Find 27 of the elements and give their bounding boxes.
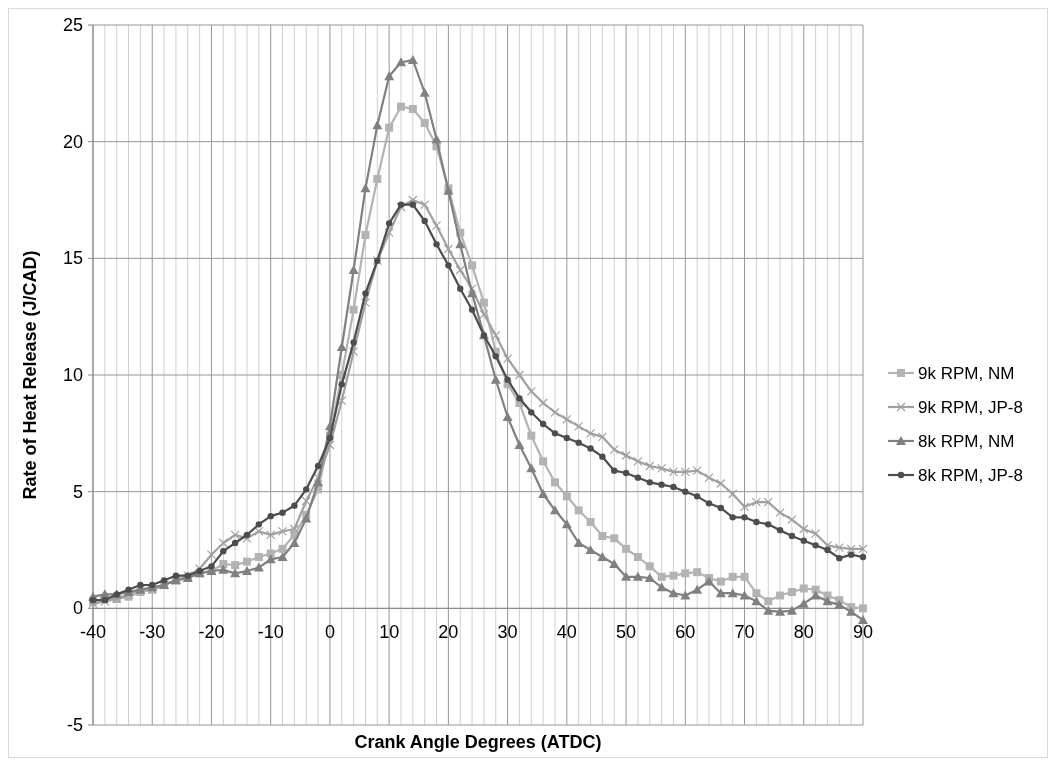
x-tick-label: -40 [79,622,107,643]
x-tick-label: 0 [324,622,335,643]
legend-label: 8k RPM, JP-8 [918,466,1023,485]
y-tick-label: 25 [62,15,83,35]
x-tick-label: -30 [139,622,166,643]
x-tick-label: 90 [852,622,874,643]
y-tick-label: 0 [72,598,83,619]
y-tick-label: 5 [72,481,83,502]
x-axis-title: Crank Angle Degrees (ATDC) [354,732,602,752]
x-tick-label: 70 [734,622,755,643]
y-tick-label: 20 [62,131,83,152]
legend-label: 8k RPM, NM [918,432,1015,451]
y-tick-label: 10 [62,365,83,385]
y-tick-label: -5 [66,715,83,735]
x-tick-label: -20 [198,622,225,643]
y-axis-title: Rate of Heat Release (J/CAD) [20,250,40,500]
x-tick-label: 30 [497,622,518,643]
x-tick-label: 10 [379,622,400,643]
x-tick-label: 80 [793,622,814,643]
legend-label: 9k RPM, JP-8 [918,398,1023,417]
x-tick-label: 40 [556,622,577,643]
x-tick-label: -10 [257,622,284,643]
x-tick-label: 60 [675,622,696,643]
x-tick-label: 50 [616,622,637,643]
legend-label: 9k RPM, NM [918,364,1015,383]
x-tick-label: 20 [438,622,459,643]
y-tick-label: 15 [62,248,83,269]
